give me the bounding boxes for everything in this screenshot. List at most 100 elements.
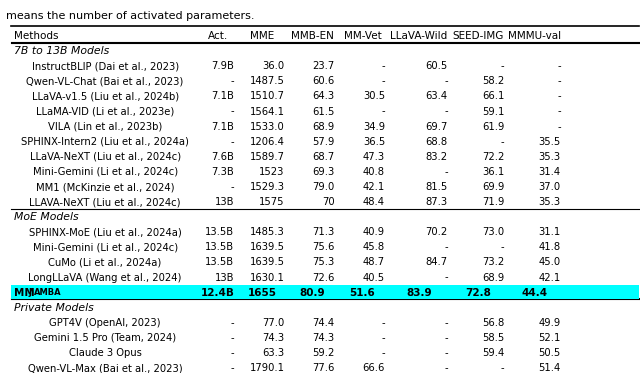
Text: 74.4: 74.4 xyxy=(313,318,335,328)
Text: 51.4: 51.4 xyxy=(538,363,561,373)
Text: 13.5B: 13.5B xyxy=(205,257,234,267)
Text: 73.2: 73.2 xyxy=(482,257,504,267)
Text: 70.2: 70.2 xyxy=(426,227,448,237)
Text: 68.7: 68.7 xyxy=(312,152,335,162)
Text: -: - xyxy=(557,91,561,101)
Text: 59.2: 59.2 xyxy=(312,348,335,358)
Text: -: - xyxy=(231,107,234,117)
Text: 68.9: 68.9 xyxy=(312,122,335,132)
Text: 40.9: 40.9 xyxy=(363,227,385,237)
Text: 36.5: 36.5 xyxy=(363,137,385,147)
Text: 60.6: 60.6 xyxy=(312,76,335,87)
Text: 74.3: 74.3 xyxy=(262,333,285,343)
Text: AMBA: AMBA xyxy=(33,288,61,297)
Text: 63.3: 63.3 xyxy=(262,348,285,358)
Text: 12.4B: 12.4B xyxy=(201,288,235,298)
Text: 13B: 13B xyxy=(215,197,234,207)
Text: 74.3: 74.3 xyxy=(313,333,335,343)
Text: MoE Models: MoE Models xyxy=(14,212,79,222)
Text: 7.1B: 7.1B xyxy=(211,91,234,101)
Text: 60.5: 60.5 xyxy=(426,61,448,71)
Text: 48.4: 48.4 xyxy=(363,197,385,207)
Text: 45.8: 45.8 xyxy=(363,242,385,253)
Text: 7.9B: 7.9B xyxy=(211,61,234,71)
Text: 7.6B: 7.6B xyxy=(211,152,234,162)
Text: 31.4: 31.4 xyxy=(539,167,561,177)
Text: 64.3: 64.3 xyxy=(313,91,335,101)
Text: 1487.5: 1487.5 xyxy=(250,76,285,87)
Text: -: - xyxy=(381,318,385,328)
Text: -: - xyxy=(444,242,448,253)
Text: 71.9: 71.9 xyxy=(482,197,504,207)
Text: 1529.3: 1529.3 xyxy=(250,182,285,192)
Text: -: - xyxy=(500,363,504,373)
Text: -: - xyxy=(381,61,385,71)
Text: -: - xyxy=(557,61,561,71)
Text: SEED-IMG: SEED-IMG xyxy=(453,31,504,41)
Text: LLaVA-v1.5 (Liu et al., 2024b): LLaVA-v1.5 (Liu et al., 2024b) xyxy=(31,91,179,101)
Text: -: - xyxy=(381,348,385,358)
Text: -: - xyxy=(381,333,385,343)
Text: 40.8: 40.8 xyxy=(363,167,385,177)
Text: -: - xyxy=(444,318,448,328)
Text: 1564.1: 1564.1 xyxy=(250,107,285,117)
Text: -: - xyxy=(381,107,385,117)
Text: 1589.7: 1589.7 xyxy=(250,152,285,162)
Text: 59.4: 59.4 xyxy=(482,348,504,358)
Text: MM: MM xyxy=(14,288,35,298)
Text: -: - xyxy=(231,348,234,358)
Text: 30.5: 30.5 xyxy=(363,91,385,101)
Text: 13.5B: 13.5B xyxy=(205,227,234,237)
Text: 68.9: 68.9 xyxy=(482,273,504,283)
Text: 7.1B: 7.1B xyxy=(211,122,234,132)
Text: -: - xyxy=(557,122,561,132)
Text: 1523: 1523 xyxy=(259,167,285,177)
Text: 44.4: 44.4 xyxy=(522,288,548,298)
Text: 75.6: 75.6 xyxy=(312,242,335,253)
Text: -: - xyxy=(444,273,448,283)
Text: 77.0: 77.0 xyxy=(262,318,285,328)
Text: -: - xyxy=(500,137,504,147)
Text: 13B: 13B xyxy=(215,273,234,283)
Text: 36.1: 36.1 xyxy=(482,167,504,177)
Text: CuMo (Li et al., 2024a): CuMo (Li et al., 2024a) xyxy=(49,257,162,267)
Text: 72.8: 72.8 xyxy=(466,288,492,298)
Text: 69.9: 69.9 xyxy=(482,182,504,192)
Text: Claude 3 Opus: Claude 3 Opus xyxy=(68,348,141,358)
Text: 1510.7: 1510.7 xyxy=(250,91,285,101)
Text: -: - xyxy=(557,76,561,87)
Text: -: - xyxy=(231,137,234,147)
Text: 61.5: 61.5 xyxy=(312,107,335,117)
Text: 84.7: 84.7 xyxy=(426,257,448,267)
Text: J: J xyxy=(29,288,31,297)
Text: -: - xyxy=(444,107,448,117)
Text: 48.7: 48.7 xyxy=(363,257,385,267)
Text: 68.8: 68.8 xyxy=(426,137,448,147)
Text: 7.3B: 7.3B xyxy=(212,167,234,177)
Text: Mini-Gemini (Li et al., 2024c): Mini-Gemini (Li et al., 2024c) xyxy=(33,167,178,177)
Text: 69.3: 69.3 xyxy=(312,167,335,177)
Text: 1639.5: 1639.5 xyxy=(250,257,285,267)
Text: 77.6: 77.6 xyxy=(312,363,335,373)
Text: 1655: 1655 xyxy=(248,288,276,298)
Text: 1790.1: 1790.1 xyxy=(250,363,285,373)
Text: 73.0: 73.0 xyxy=(482,227,504,237)
Text: 35.3: 35.3 xyxy=(539,197,561,207)
Text: Private Models: Private Models xyxy=(14,303,94,313)
Text: Gemini 1.5 Pro (Team, 2024): Gemini 1.5 Pro (Team, 2024) xyxy=(34,333,176,343)
Text: 75.3: 75.3 xyxy=(312,257,335,267)
Text: 36.0: 36.0 xyxy=(262,61,285,71)
Text: -: - xyxy=(381,76,385,87)
Text: 80.9: 80.9 xyxy=(300,288,325,298)
Text: LLaVA-NeXT (Liu et al., 2024c): LLaVA-NeXT (Liu et al., 2024c) xyxy=(29,152,180,162)
Text: 49.9: 49.9 xyxy=(538,318,561,328)
Text: 83.2: 83.2 xyxy=(426,152,448,162)
Text: MME: MME xyxy=(250,31,274,41)
Text: 37.0: 37.0 xyxy=(539,182,561,192)
Text: Mini-Gemini (Li et al., 2024c): Mini-Gemini (Li et al., 2024c) xyxy=(33,242,178,253)
Bar xyxy=(11,285,639,299)
Text: GPT4V (OpenAI, 2023): GPT4V (OpenAI, 2023) xyxy=(49,318,161,328)
Text: -: - xyxy=(231,363,234,373)
Text: 13.5B: 13.5B xyxy=(205,242,234,253)
Text: MM1 (McKinzie et al., 2024): MM1 (McKinzie et al., 2024) xyxy=(36,182,174,192)
